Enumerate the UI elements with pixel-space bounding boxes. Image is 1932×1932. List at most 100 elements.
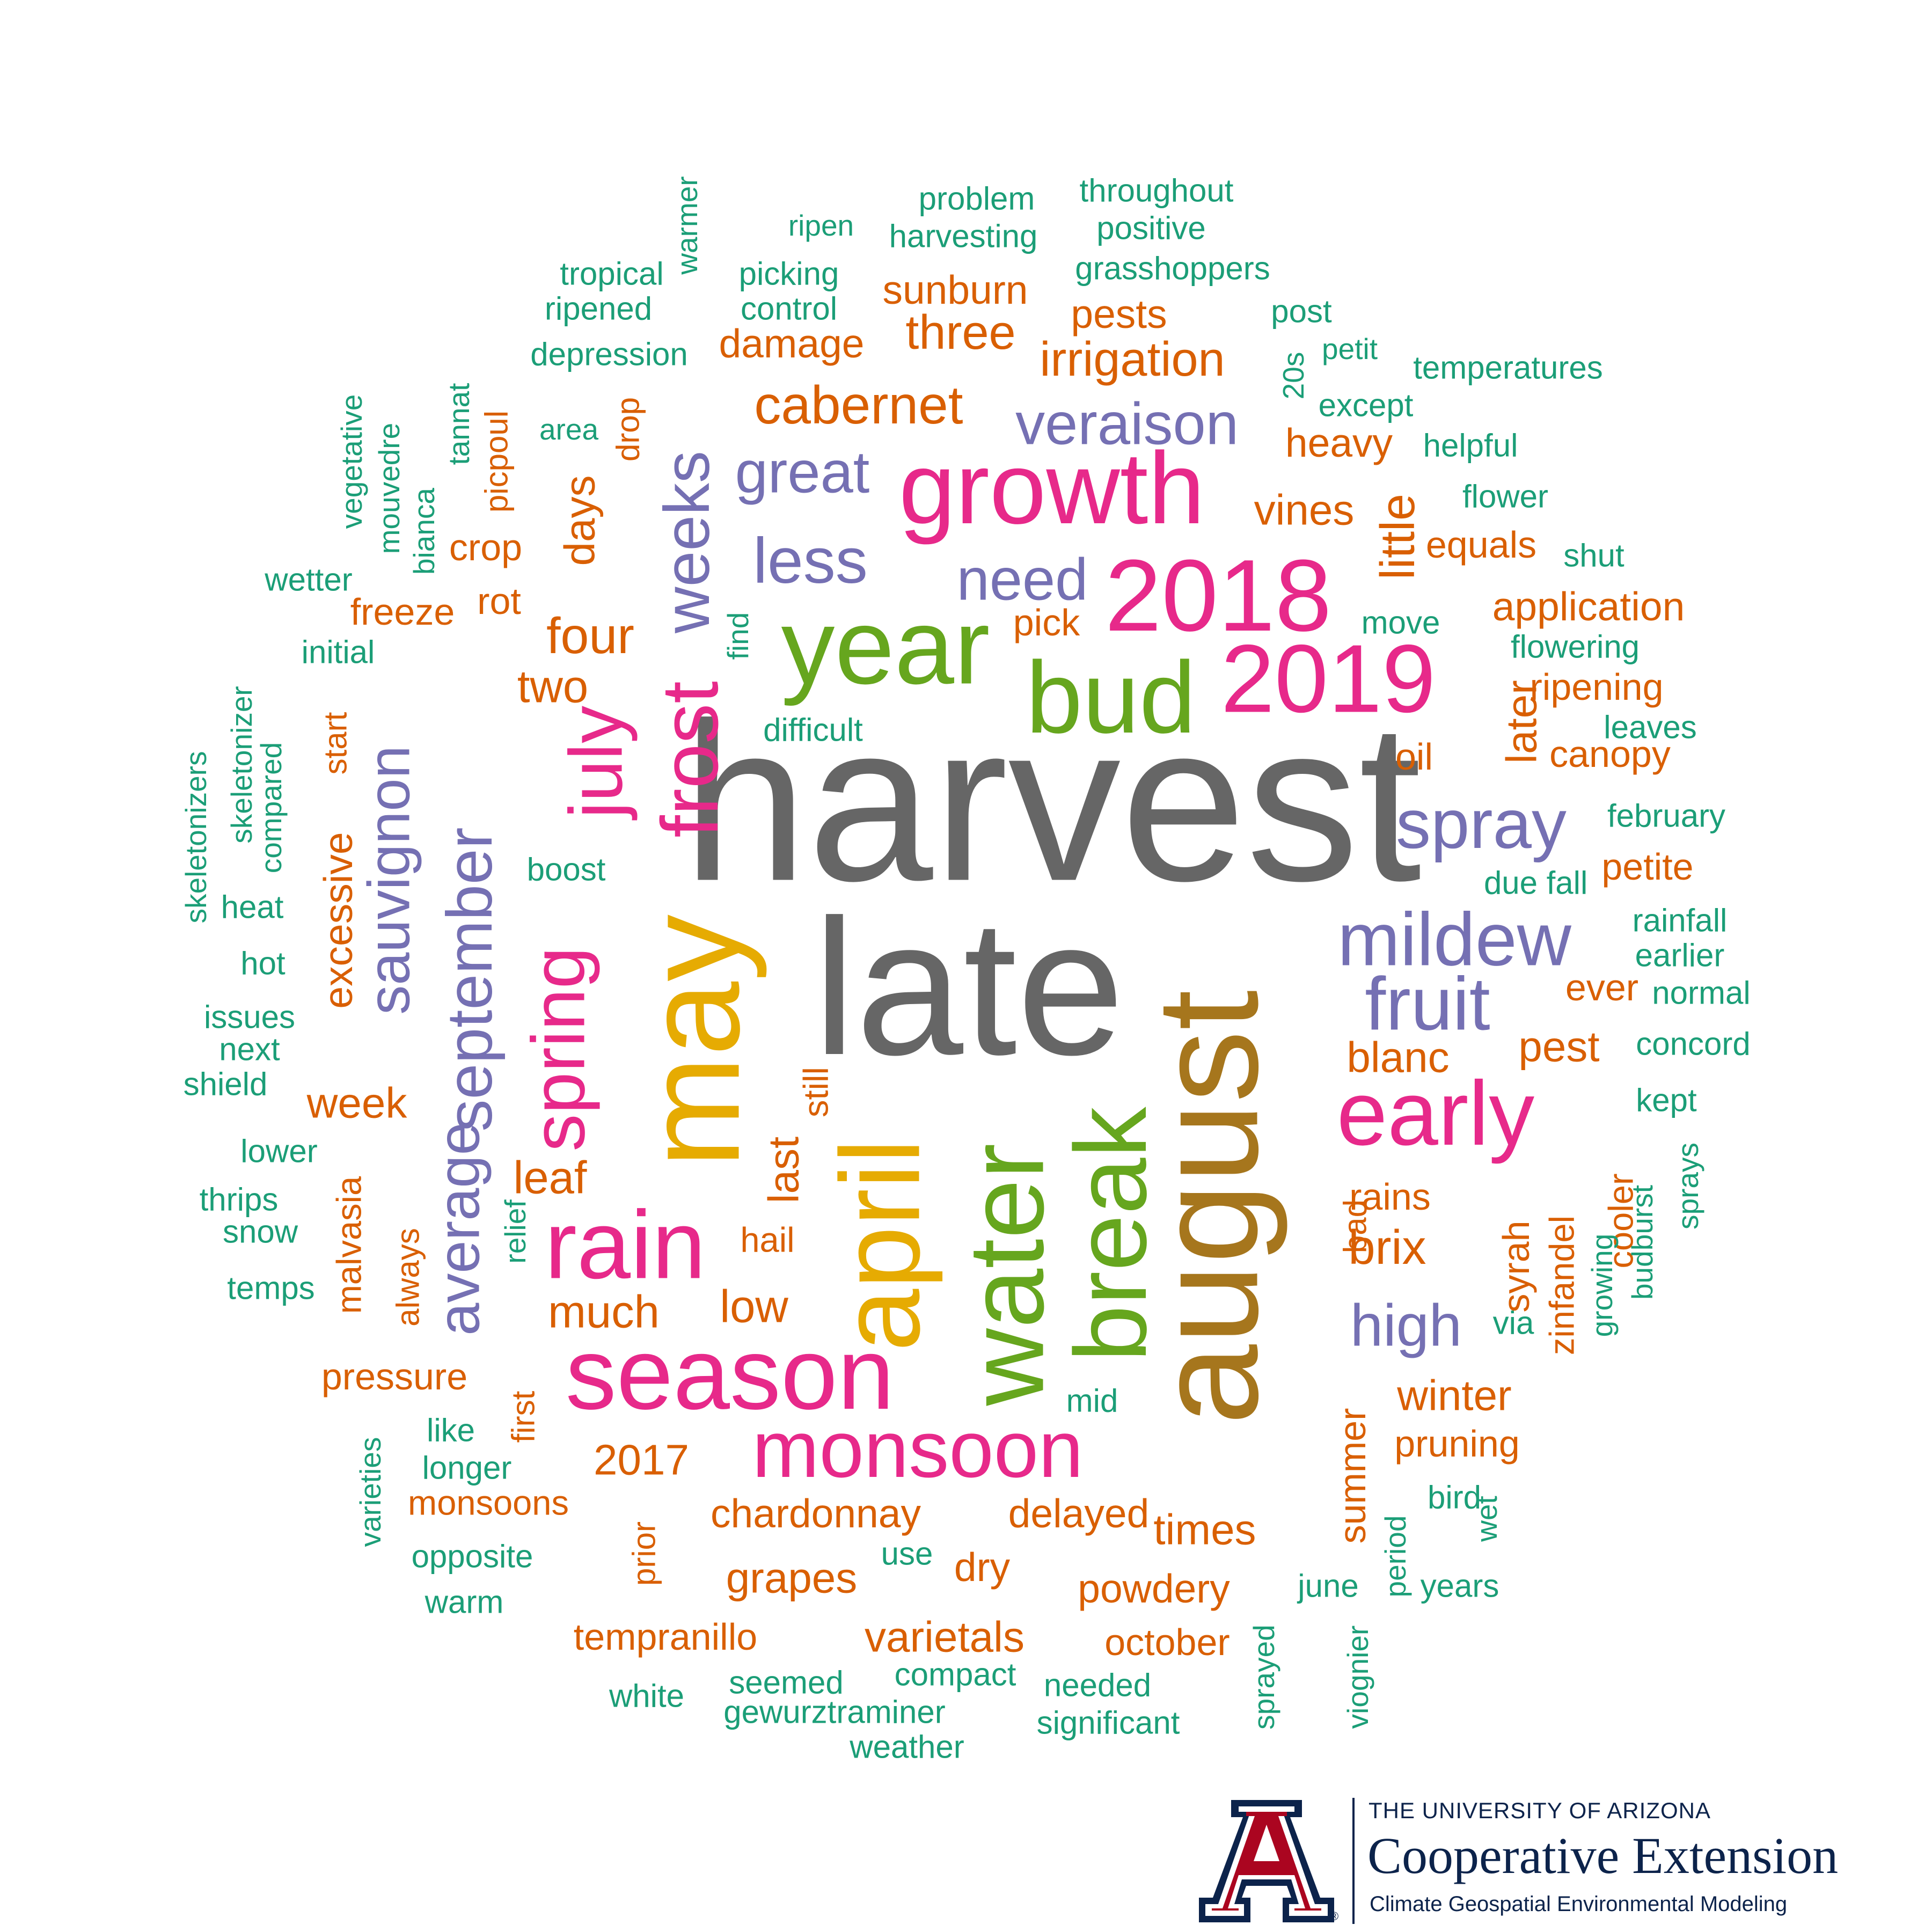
word-problem: problem [919, 181, 1035, 217]
word-leaves: leaves [1604, 709, 1696, 745]
word-weather: weather [849, 1729, 964, 1765]
word-kept: kept [1636, 1082, 1697, 1118]
word-sprays: sprays [1671, 1143, 1704, 1230]
logo-divider [1352, 1798, 1355, 1924]
word-significant: significant [1037, 1705, 1180, 1741]
word-october: october [1104, 1621, 1230, 1663]
word-still: still [796, 1067, 836, 1117]
word-skeletonizers: skeletonizers [179, 751, 213, 924]
word-sauvignon: sauvignon [356, 745, 422, 1015]
word-find: find [721, 612, 755, 660]
word-cabernet: cabernet [754, 375, 963, 435]
word-september: september [434, 828, 506, 1132]
word-move: move [1362, 605, 1440, 641]
word-pressure: pressure [321, 1356, 467, 1397]
word-like: like [427, 1413, 475, 1448]
word-syrah: syrah [1495, 1220, 1537, 1312]
word-late: late [813, 880, 1124, 1095]
word-week: week [306, 1079, 408, 1127]
word-skeletonizer: skeletonizer [225, 686, 258, 843]
word-flower: flower [1462, 479, 1548, 515]
word-season: season [566, 1317, 895, 1431]
word-due: due [1484, 865, 1538, 901]
word-control: control [741, 291, 837, 327]
word-compact: compact [895, 1657, 1016, 1693]
word-post: post [1271, 294, 1332, 330]
word-always: always [390, 1228, 426, 1326]
university-logo: ® THE UNIVERSITY OF ARIZONA Cooperative … [1197, 1787, 1932, 1932]
word-excessive: excessive [316, 832, 361, 1008]
word-growing: growing [1585, 1234, 1619, 1337]
word-much: much [548, 1287, 660, 1338]
word-compared: compared [254, 742, 288, 874]
word-use: use [881, 1536, 933, 1572]
word-average: average [426, 1122, 492, 1336]
word-mid: mid [1066, 1383, 1118, 1419]
word-bird: bird [1428, 1480, 1481, 1516]
word-growth: growth [899, 431, 1205, 545]
word-2018: 2018 [1105, 539, 1332, 653]
word-rain: rain [545, 1191, 706, 1299]
word-relief: relief [499, 1199, 532, 1264]
word-bad: bad [1337, 1199, 1373, 1253]
word-dry: dry [954, 1545, 1011, 1590]
word-warm: warm [425, 1584, 504, 1620]
word-heat: heat [221, 889, 284, 925]
word-freeze: freeze [350, 591, 455, 633]
word-april: april [817, 1139, 943, 1352]
word-petite: petite [1601, 846, 1693, 888]
word-chardonnay: chardonnay [711, 1491, 921, 1536]
word-vines: vines [1254, 486, 1355, 534]
word-frost: frost [645, 681, 735, 838]
word-wet: wet [1470, 1496, 1503, 1542]
word-vegetative: vegetative [335, 394, 368, 529]
word-water: water [947, 1143, 1066, 1406]
word-days: days [556, 475, 604, 566]
word-petit: petit [1322, 332, 1378, 365]
word-three: three [905, 306, 1015, 360]
word-winter: winter [1396, 1372, 1511, 1419]
word-last: last [760, 1137, 808, 1204]
word-issues: issues [204, 999, 295, 1035]
word-great: great [735, 440, 870, 506]
word-first: first [506, 1391, 541, 1443]
word-brix: brix [1348, 1221, 1426, 1275]
word-shield: shield [184, 1066, 268, 1102]
word-damage: damage [719, 321, 864, 366]
word-two: two [517, 662, 588, 713]
word-difficult: difficult [763, 712, 863, 748]
word-prior: prior [626, 1521, 662, 1586]
word-boost: boost [527, 852, 606, 888]
word-cooler: cooler [1601, 1173, 1641, 1268]
word-2017: 2017 [594, 1436, 689, 1484]
word-white: white [609, 1678, 684, 1714]
word-july: july [554, 706, 638, 821]
word-harvest: harvest [682, 677, 1422, 928]
word-gewurztraminer: gewurztraminer [723, 1694, 945, 1730]
word-varietals: varietals [865, 1613, 1024, 1661]
word-helpful: helpful [1423, 428, 1518, 464]
word-pruning: pruning [1394, 1423, 1520, 1465]
word-shut: shut [1563, 538, 1624, 574]
word-ripening: ripening [1529, 666, 1663, 708]
word-irrigation: irrigation [1040, 333, 1225, 386]
word-leaf: leaf [513, 1153, 587, 1204]
word-monsoon: monsoon [752, 1404, 1083, 1494]
word-snow: snow [223, 1214, 298, 1250]
word-ripen: ripen [788, 209, 854, 242]
word-four: four [546, 608, 634, 664]
word-little: little [1371, 494, 1425, 580]
word-hot: hot [240, 946, 286, 982]
word-lower: lower [240, 1133, 317, 1169]
word-except: except [1319, 387, 1414, 423]
word-veraison: veraison [1015, 391, 1239, 457]
word-budburst: budburst [1626, 1185, 1659, 1300]
word-next: next [219, 1031, 280, 1067]
word-year: year [781, 587, 990, 707]
word-canopy: canopy [1549, 733, 1671, 775]
logo-program-name: Climate Geospatial Environmental Modelin… [1370, 1892, 1788, 1916]
word-february: february [1607, 798, 1725, 834]
word-bianca: bianca [407, 488, 441, 575]
